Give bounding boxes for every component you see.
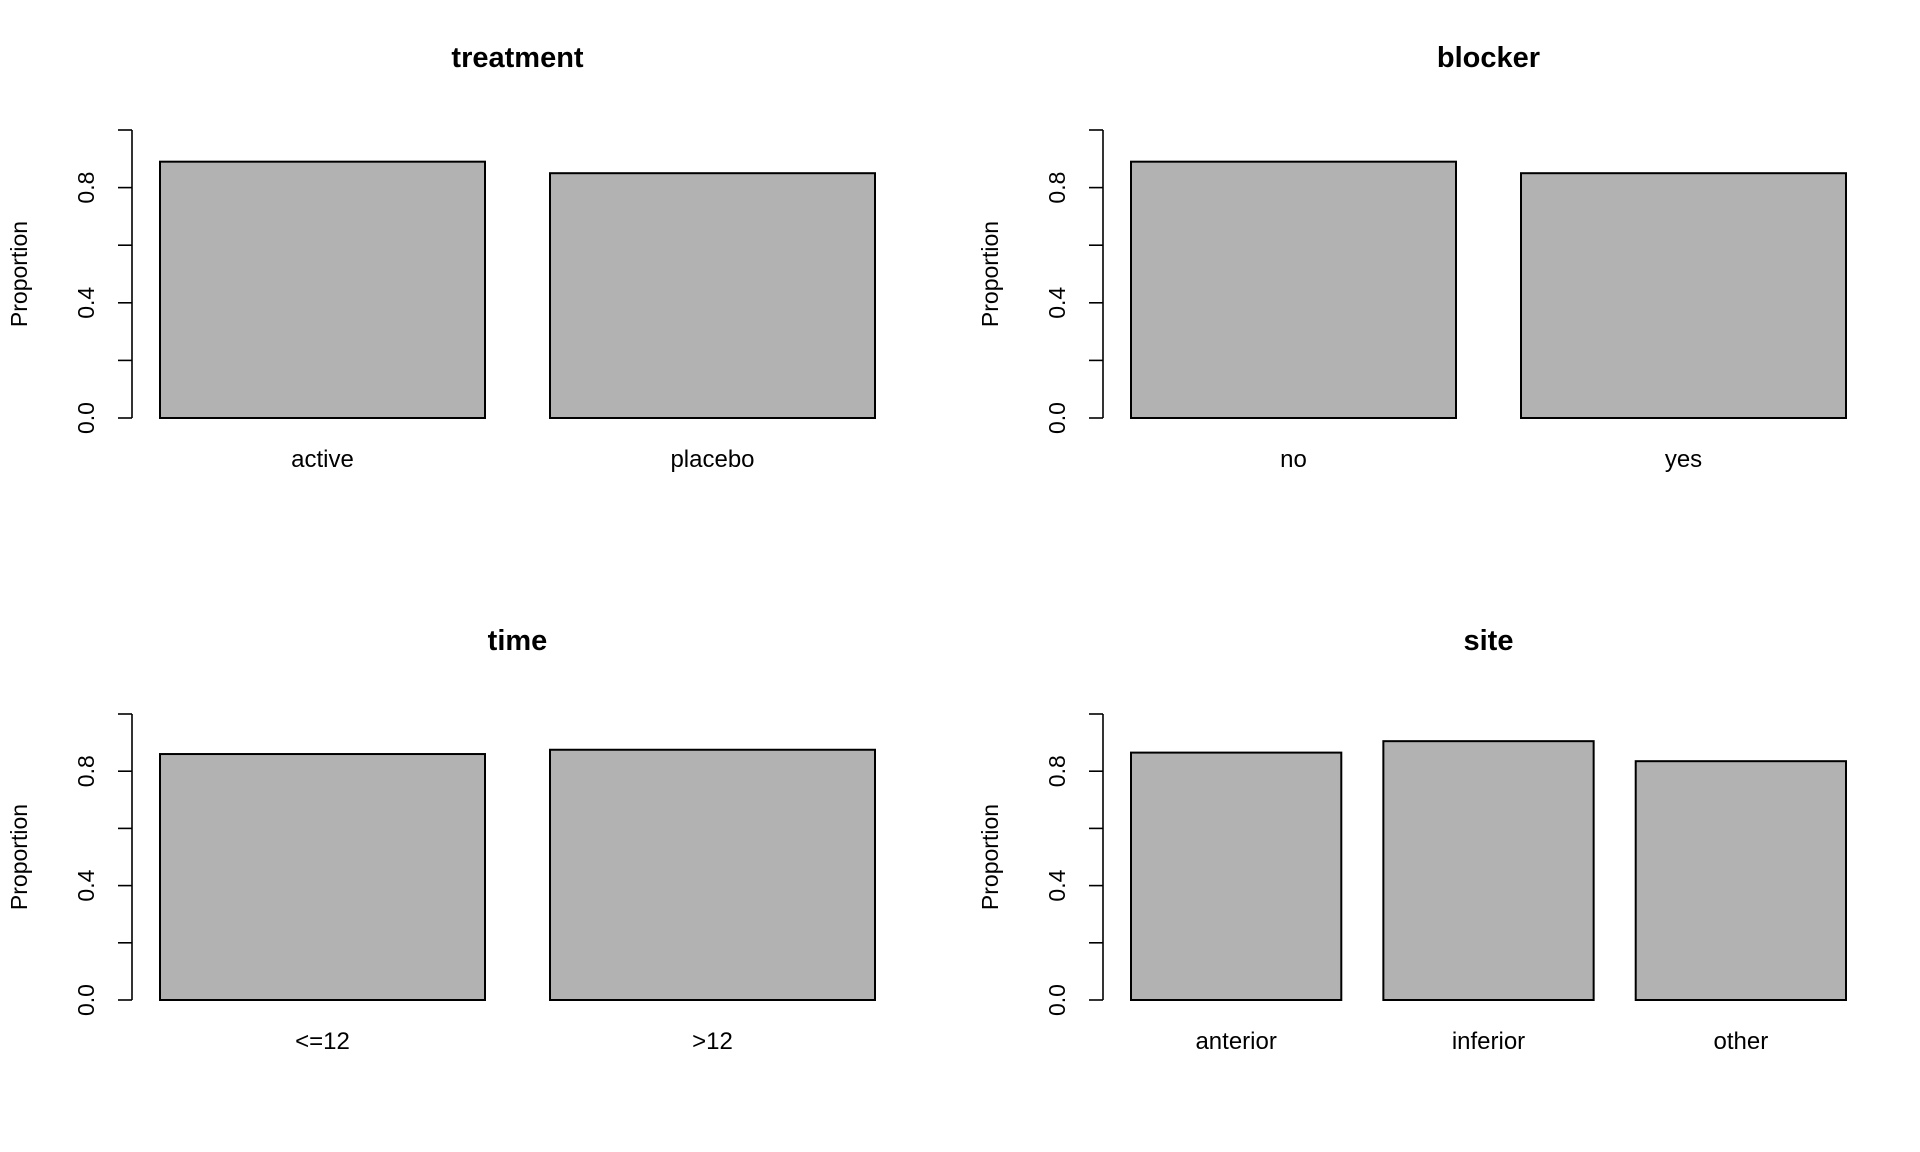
chart-title: time bbox=[488, 625, 548, 657]
chart-panel-site: site 0.0 0.4 0.8 Proportion anterior inferior o… bbox=[977, 625, 1848, 1055]
category-label: active bbox=[291, 446, 354, 473]
y-tick-label: 0.4 bbox=[73, 869, 99, 901]
bar-no bbox=[1130, 160, 1457, 419]
y-axis-label: Proportion bbox=[6, 221, 32, 327]
category-label: placebo bbox=[670, 446, 754, 473]
chart-title: site bbox=[1464, 625, 1514, 657]
y-tick-label: 0.0 bbox=[1044, 402, 1070, 434]
category-label: <=12 bbox=[295, 1028, 350, 1055]
y-tick-label: 0.8 bbox=[1044, 755, 1070, 787]
y-axis-label: Proportion bbox=[6, 804, 32, 910]
y-tick-label: 0.0 bbox=[73, 984, 99, 1016]
bar-active bbox=[159, 160, 486, 419]
bar-yes bbox=[1520, 172, 1847, 419]
bar->12 bbox=[549, 748, 876, 1001]
y-axis-label: Proportion bbox=[977, 804, 1003, 910]
y-tick-label: 0.4 bbox=[1044, 287, 1070, 319]
chart-panel-blocker: blocker 0.0 0.4 0.8 Proportion no yes bbox=[977, 42, 1847, 473]
chart-panel-treatment: treatment 0.0 0.4 0.8 Proportion active placeb… bbox=[6, 42, 876, 473]
y-tick-label: 0.0 bbox=[1044, 984, 1070, 1016]
y-tick-label: 0.4 bbox=[73, 287, 99, 319]
y-tick-label: 0.4 bbox=[1044, 869, 1070, 901]
chart-title: treatment bbox=[451, 42, 583, 74]
bar-placebo bbox=[549, 172, 876, 419]
category-label: inferior bbox=[1452, 1028, 1525, 1055]
y-tick-label: 0.8 bbox=[73, 172, 99, 204]
y-tick-label: 0.8 bbox=[73, 755, 99, 787]
bar-<=12 bbox=[159, 753, 486, 1001]
chart-panel-time: time 0.0 0.4 0.8 Proportion <=12 >12 bbox=[6, 625, 876, 1055]
y-tick-label: 0.8 bbox=[1044, 172, 1070, 204]
category-label: yes bbox=[1665, 446, 1702, 473]
y-tick-label: 0.0 bbox=[73, 402, 99, 434]
y-axis-label: Proportion bbox=[977, 221, 1003, 327]
bar-inferior bbox=[1382, 740, 1595, 1001]
chart-title: blocker bbox=[1437, 42, 1540, 74]
category-label: anterior bbox=[1195, 1028, 1276, 1055]
category-label: >12 bbox=[692, 1028, 733, 1055]
bar-other bbox=[1634, 760, 1848, 1001]
category-label: no bbox=[1280, 446, 1307, 473]
bar-anterior bbox=[1130, 751, 1343, 1001]
category-label: other bbox=[1714, 1028, 1769, 1055]
